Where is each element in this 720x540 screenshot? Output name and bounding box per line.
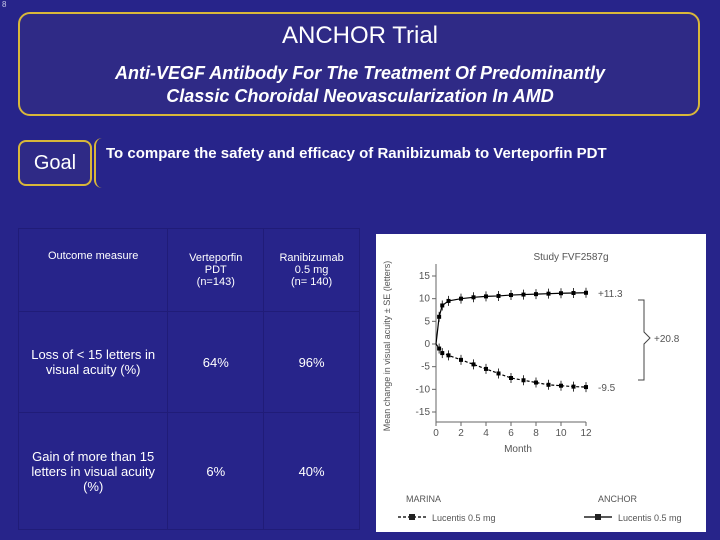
data-point [509, 376, 513, 380]
table-header-ranibizumab-line: (n= 140) [290, 276, 333, 288]
chart-title: Study FVF2587g [533, 252, 608, 263]
x-tick-label: 6 [508, 428, 514, 439]
y-tick-label: 10 [419, 294, 431, 305]
data-point [440, 351, 445, 356]
visual-acuity-chart: Study FVF2587g Mean change in visual acu… [376, 234, 706, 532]
series-end-label: -9.5 [598, 383, 616, 394]
page-title: ANCHOR Trial [281, 22, 438, 49]
data-point [571, 384, 576, 389]
table-row: Gain of more than 15 letters in visual a… [17, 412, 360, 530]
y-tick-label: 5 [424, 316, 430, 327]
series-line [435, 292, 587, 345]
data-point [446, 298, 451, 303]
legend-header-anchor: ANCHOR [598, 494, 638, 504]
data-point [459, 296, 463, 301]
measure-line: Gain of more than 15 [32, 448, 155, 464]
table-header-row: Outcome measure Verteporfin PDT (n=143) … [17, 228, 360, 312]
y-tick-label: 0 [424, 339, 430, 350]
x-axis-label: Month [504, 444, 532, 455]
table-cell-measure: Gain of more than 15 letters in visual a… [17, 412, 169, 530]
table-header-ranibizumab-line: Ranibizumab [279, 252, 344, 264]
x-tick-label: 2 [458, 428, 464, 439]
x-tick-label: 0 [433, 428, 439, 439]
page-subtitle: Anti-VEGF Antibody For The Treatment Of … [0, 62, 720, 108]
measure-line: letters in visual acuity [31, 463, 155, 479]
data-point [571, 291, 576, 295]
legend-label-anchor: Lucentis 0.5 mg [618, 513, 682, 523]
data-point [437, 346, 442, 351]
data-point [584, 290, 588, 295]
table-header-verteporfin-line: PDT [204, 264, 227, 276]
goal-label: Goal [33, 151, 77, 174]
table-header-verteporfin-line: Verteporfin [189, 252, 243, 264]
x-tick-label: 8 [533, 428, 539, 439]
data-point [559, 383, 563, 388]
data-point [559, 291, 563, 296]
measure-line: visual acuity (%) [45, 362, 141, 377]
data-point [584, 385, 588, 390]
data-point [459, 357, 463, 362]
data-point [484, 366, 488, 371]
table-header-ranibizumab-line: 0.5 mg [294, 264, 329, 276]
table-header-outcome-text: Outcome measure [47, 250, 139, 262]
chart-svg: Study FVF2587g Mean change in visual acu… [382, 252, 682, 523]
table-header-verteporfin-line: (n=143) [196, 276, 235, 288]
table-cell-verteporfin: 64% [167, 311, 265, 413]
subtitle-line-1: Anti-VEGF Antibody For The Treatment Of … [114, 63, 606, 83]
data-point [437, 314, 442, 319]
y-tick-label: -10 [416, 384, 431, 395]
data-point [521, 292, 526, 297]
legend-label-marina: Lucentis 0.5 mg [432, 513, 496, 523]
data-point [534, 380, 538, 385]
x-tick-label: 12 [580, 428, 592, 439]
data-point [496, 371, 501, 376]
table-header-outcome: Outcome measure [17, 228, 169, 312]
data-point [496, 293, 501, 298]
data-point [509, 293, 513, 298]
data-point [471, 362, 476, 367]
x-tick-label: 10 [555, 428, 567, 439]
table-cell-ranibizumab: 96% [263, 311, 360, 413]
data-point [484, 294, 488, 299]
series-end-label: +11.3 [598, 289, 623, 300]
data-point [521, 378, 526, 383]
header-box [18, 12, 700, 116]
data-point [546, 291, 551, 296]
y-axis-label: Mean change in visual acuity ± SE (lette… [382, 261, 392, 432]
legend-header-marina: MARINA [406, 494, 441, 504]
y-tick-label: -5 [421, 362, 430, 373]
table-cell-verteporfin: 6% [167, 412, 265, 530]
measure-line: (%) [83, 478, 104, 494]
legend-marker-marina [409, 514, 415, 520]
goal-label-box: Goal [18, 140, 92, 186]
table-cell-ranibizumab: 40% [263, 412, 360, 530]
y-tick-label: -15 [416, 407, 431, 418]
subtitle-line-2: Classic Choroidal Neovascularization In … [166, 86, 554, 106]
table-header-ranibizumab: Ranibizumab 0.5 mg (n= 140) [263, 228, 360, 312]
axis-ticks: 0 2 4 6 8 10 12 15 10 5 0 -5 -10 -15 [416, 271, 592, 439]
difference-bracket [638, 299, 651, 381]
table-cell-measure: Loss of < 15 letters in visual acuity (%… [17, 311, 169, 413]
table-header-verteporfin: Verteporfin PDT (n=143) [167, 228, 265, 312]
outcome-table: Outcome measure Verteporfin PDT (n=143) … [17, 228, 360, 530]
data-point [534, 292, 538, 297]
goal-text: To compare the safety and efficacy of Ra… [94, 138, 704, 188]
table-row: Loss of < 15 letters in visual acuity (%… [17, 311, 360, 413]
data-point [546, 382, 551, 387]
chart-marks: +11.3 -9.5 [435, 287, 623, 394]
slide-corner-mark: 8 [2, 0, 7, 9]
y-tick-label: 15 [419, 271, 431, 282]
data-point [446, 353, 451, 358]
measure-line: Loss of < 15 letters in [31, 347, 156, 362]
data-point [440, 303, 445, 308]
legend-marker-anchor [595, 514, 601, 520]
x-tick-label: 4 [483, 428, 489, 439]
data-point [471, 295, 476, 300]
difference-label: +20.8 [654, 334, 680, 345]
